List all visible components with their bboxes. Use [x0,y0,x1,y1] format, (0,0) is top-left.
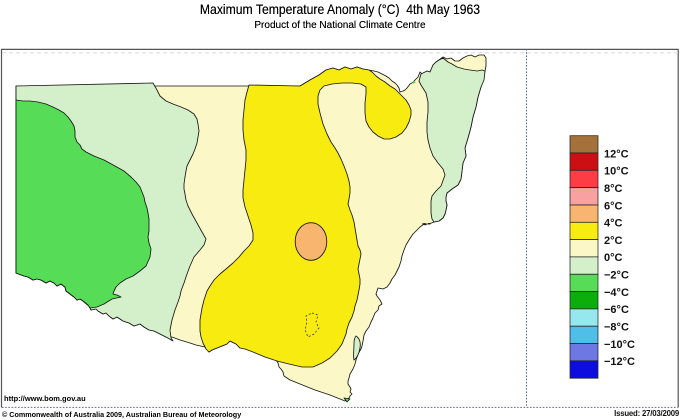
svg-text:4°C: 4°C [604,218,623,230]
svg-text:−8°C: −8°C [604,322,629,334]
svg-text:0°C: 0°C [604,252,623,264]
svg-text:8°C: 8°C [604,183,623,195]
svg-text:−12°C: −12°C [604,356,635,368]
svg-text:2°C: 2°C [604,235,623,247]
svg-text:10°C: 10°C [604,166,629,178]
svg-text:12°C: 12°C [604,148,629,160]
svg-text:−4°C: −4°C [604,287,629,299]
svg-text:−6°C: −6°C [604,304,629,316]
svg-text:6°C: 6°C [604,200,623,212]
svg-text:−2°C: −2°C [604,270,629,282]
svg-text:−10°C: −10°C [604,339,635,351]
